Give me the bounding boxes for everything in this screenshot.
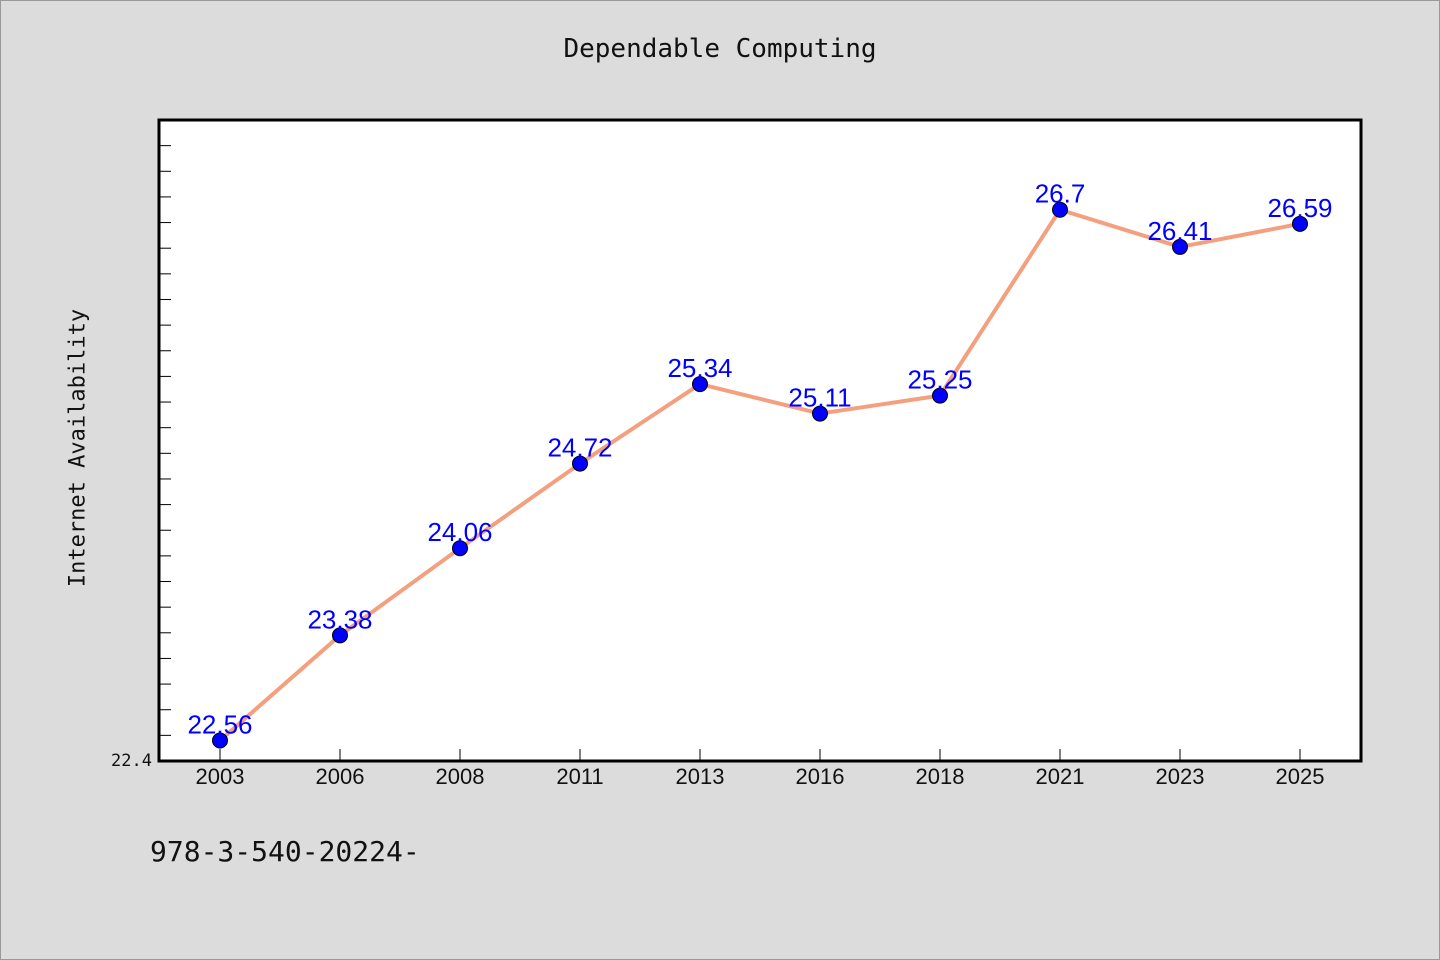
x-tick-label: 2025 — [1276, 764, 1325, 789]
data-label: 26.41 — [1147, 216, 1212, 246]
data-label: 26.59 — [1267, 193, 1332, 223]
data-point — [1052, 201, 1068, 218]
data-label: 24.72 — [547, 433, 612, 463]
x-axis-ticks: 2003 2006 2008 2011 2013 2016 2018 2021 2023 2025 — [196, 749, 1325, 789]
data-point — [932, 387, 948, 404]
chart-title: Dependable Computing — [563, 34, 877, 64]
data-point — [1292, 215, 1308, 232]
data-point — [692, 376, 708, 393]
x-tick-label: 2023 — [1156, 764, 1205, 789]
x-tick-label: 2006 — [316, 764, 365, 789]
data-label: 26.7 — [1035, 179, 1086, 209]
data-label: 23.38 — [307, 604, 372, 634]
x-tick-label: 2018 — [916, 764, 965, 789]
data-label: 24.06 — [427, 517, 492, 547]
data-markers — [212, 201, 1308, 749]
data-point — [212, 732, 228, 749]
y-axis-ticks — [159, 119, 171, 762]
data-point — [332, 627, 348, 644]
data-point — [1172, 238, 1188, 255]
y-min-tick-label: 22.4 — [111, 751, 152, 771]
data-point — [452, 540, 468, 557]
x-tick-label: 2011 — [556, 764, 603, 789]
x-tick-label: 2016 — [796, 764, 845, 789]
series-line — [218, 207, 1301, 742]
data-point — [812, 405, 828, 422]
x-tick-label: 2003 — [196, 764, 245, 789]
data-label: 22.56 — [187, 709, 252, 739]
data-label: 25.11 — [788, 383, 851, 413]
plot-area — [157, 118, 1363, 763]
x-tick-label: 2013 — [676, 764, 725, 789]
x-tick-label: 2021 — [1036, 764, 1085, 789]
data-labels: 22.56 23.38 24.06 24.72 25.34 25.11 25.25 26.7 2… — [187, 179, 1332, 740]
data-point — [572, 455, 588, 472]
footer-code: 978-3-540-20224- — [150, 835, 420, 868]
data-label: 25.25 — [907, 365, 972, 395]
x-tick-label: 2008 — [436, 764, 485, 789]
data-label: 25.34 — [667, 353, 732, 383]
